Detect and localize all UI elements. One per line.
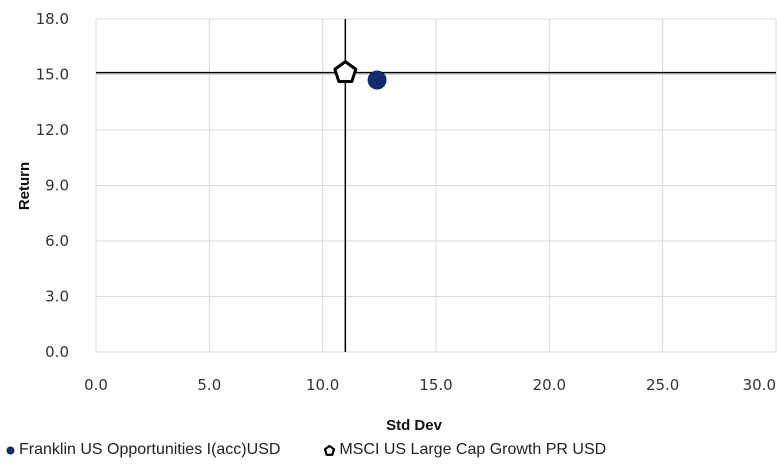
data-markers — [333, 60, 387, 90]
x-axis-title: Std Dev — [386, 417, 443, 434]
x-tick-label: 5.0 — [197, 376, 221, 394]
pentagon-marker-icon — [324, 444, 336, 456]
y-tick-label: 3.0 — [45, 288, 69, 306]
tick-labels: 0.0 3.0 6.0 9.0 12.0 15.0 18.0 0.0 5.0 10.0 15.0 20… — [36, 10, 776, 394]
legend-item-msci: MSCI US Large Cap Growth PR USD — [324, 441, 606, 459]
x-tick-label: 15.0 — [419, 376, 452, 394]
y-tick-label: 18.0 — [36, 10, 69, 28]
x-tick-label: 30.0 — [743, 376, 776, 394]
franklin-data-point — [367, 70, 387, 90]
legend: Franklin US Opportunities I(acc)USD MSCI… — [6, 441, 606, 459]
grid-lines — [95, 18, 777, 353]
y-tick-label: 15.0 — [36, 66, 69, 84]
y-tick-label: 0.0 — [45, 343, 69, 361]
legend-label-franklin: Franklin US Opportunities I(acc)USD — [19, 441, 281, 458]
x-tick-label: 25.0 — [646, 376, 679, 394]
y-tick-label: 9.0 — [45, 177, 69, 195]
y-tick-label: 6.0 — [45, 232, 69, 250]
circle-marker-icon — [6, 446, 15, 454]
legend-label-msci: MSCI US Large Cap Growth PR USD — [339, 441, 607, 458]
msci-benchmark-point — [333, 60, 358, 84]
x-tick-label: 20.0 — [533, 376, 566, 394]
legend-item-franklin: Franklin US Opportunities I(acc)USD — [6, 441, 280, 459]
x-tick-label: 0.0 — [84, 376, 108, 394]
y-tick-label: 12.0 — [36, 121, 69, 139]
x-tick-label: 10.0 — [306, 376, 339, 394]
y-axis-title: Return — [16, 162, 33, 210]
